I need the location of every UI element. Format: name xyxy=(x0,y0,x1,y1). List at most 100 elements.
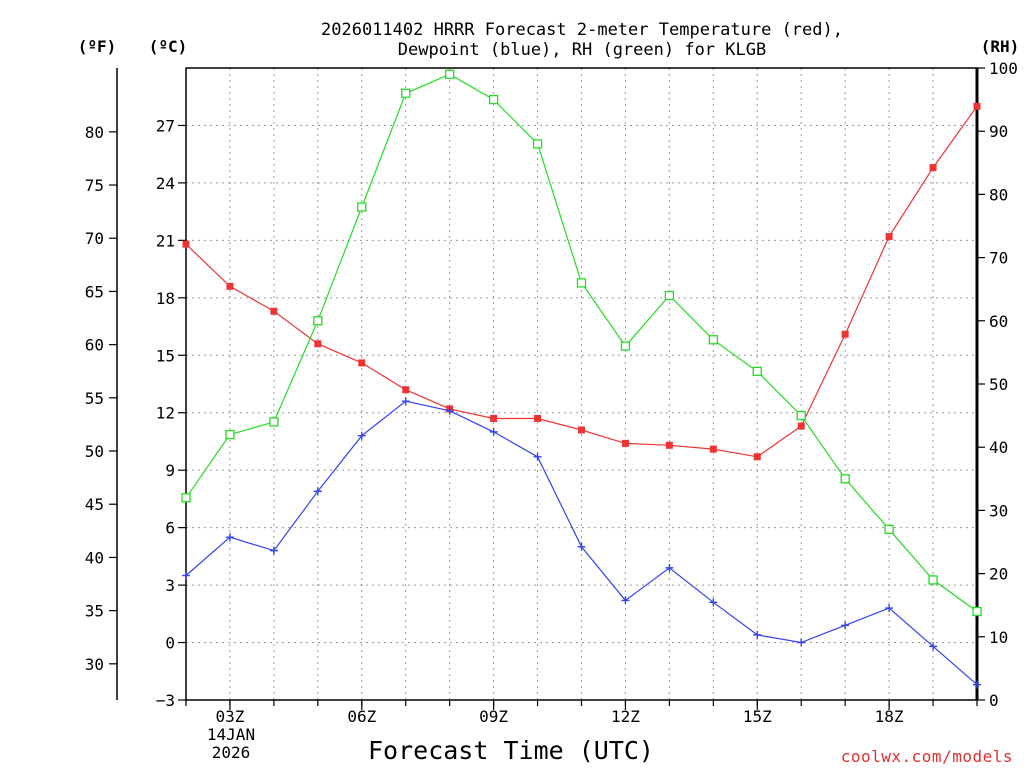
rh-point xyxy=(445,69,455,79)
series-dewpoint xyxy=(182,397,981,689)
rh-point xyxy=(488,94,499,105)
dewpoint-point xyxy=(621,596,630,605)
date-label-day: 14JAN xyxy=(207,725,255,744)
rh-point xyxy=(313,316,323,326)
celsius-tick-label: 12 xyxy=(156,404,175,423)
celsius-unit-label: (ºC) xyxy=(149,37,188,56)
rh-point xyxy=(181,493,191,503)
temperature-point xyxy=(358,359,366,367)
rh-tick-label: 80 xyxy=(989,185,1008,204)
rh-point xyxy=(357,202,367,212)
temperature-point xyxy=(841,330,849,338)
rh-tick-label: 0 xyxy=(989,691,999,710)
gridlines xyxy=(186,68,977,700)
temperature-point xyxy=(182,240,190,248)
temperature-point xyxy=(929,164,937,172)
rh-point xyxy=(928,575,938,585)
celsius-tick-label: 3 xyxy=(165,576,175,595)
rh-point xyxy=(401,88,411,98)
dewpoint-point xyxy=(841,621,850,630)
fahrenheit-tick-label: 70 xyxy=(85,229,104,248)
temperature-point xyxy=(578,426,585,434)
rh-tick-label: 70 xyxy=(989,249,1008,268)
dewpoint-point xyxy=(533,452,542,461)
celsius-tick-label: 21 xyxy=(156,231,175,250)
dewpoint-point xyxy=(753,630,762,639)
rh-unit-label: (RH) xyxy=(981,37,1020,56)
fahrenheit-tick-label: 75 xyxy=(85,176,104,195)
rh-point xyxy=(884,524,894,535)
title-line-1: 2026011402 HRRR Forecast 2-meter Tempera… xyxy=(321,20,843,40)
fahrenheit-tick-label: 65 xyxy=(85,282,104,301)
x-tick-label: 06Z xyxy=(347,707,376,726)
celsius-tick-label: 27 xyxy=(156,116,175,135)
dewpoint-point xyxy=(929,642,938,651)
rh-tick-label: 90 xyxy=(989,122,1008,141)
dewpoint-point xyxy=(577,542,586,551)
celsius-tick-label: 6 xyxy=(165,519,175,538)
temperature-point xyxy=(797,422,805,430)
dewpoint-point xyxy=(709,598,718,607)
x-tick-label: 15Z xyxy=(743,707,772,726)
series-rh xyxy=(181,69,982,617)
rh-point xyxy=(532,139,543,149)
fahrenheit-tick-label: 35 xyxy=(85,602,104,621)
plot-frame xyxy=(185,67,978,701)
rh-tick-label: 40 xyxy=(989,438,1008,457)
temperature-point xyxy=(534,414,542,422)
rh-tick-label: 100 xyxy=(989,59,1018,78)
x-tick-label: 09Z xyxy=(479,707,508,726)
date-label-year: 2026 xyxy=(212,743,251,762)
x-tick-label: 12Z xyxy=(611,707,640,726)
dewpoint-point xyxy=(665,563,674,572)
dewpoint-point xyxy=(973,680,981,689)
temperature-point xyxy=(709,445,717,453)
temperature-point xyxy=(226,282,234,290)
rh-point xyxy=(752,366,762,377)
temperature-point xyxy=(973,102,981,110)
celsius-tick-label: −3 xyxy=(156,691,175,710)
fahrenheit-tick-label: 45 xyxy=(85,495,104,514)
dewpoint-point xyxy=(445,406,454,415)
x-tick-label: 03Z xyxy=(215,707,244,726)
temperature-point xyxy=(753,453,761,461)
dewpoint-point xyxy=(357,431,366,440)
celsius-tick-label: 18 xyxy=(156,289,175,308)
rh-tick-label: 10 xyxy=(989,628,1008,647)
rh-point xyxy=(269,417,279,427)
fahrenheit-tick-label: 55 xyxy=(85,389,104,408)
celsius-tick-label: 9 xyxy=(165,461,175,480)
rh-point xyxy=(708,335,718,345)
temperature-point xyxy=(885,233,893,241)
rh-point xyxy=(972,606,982,617)
credit-text: coolwx.com/models xyxy=(841,747,1013,766)
fahrenheit-unit-label: (ºF) xyxy=(78,37,117,56)
celsius-tick-label: 15 xyxy=(156,346,175,365)
fahrenheit-tick-label: 40 xyxy=(85,548,104,567)
temperature-point xyxy=(665,441,673,449)
axes: −3 0 3 6 9 12 15 18 21 24 27 30 35 40 45 50 55 60 65 70 75 80… xyxy=(85,59,1018,726)
chart-title: 2026011402 HRRR Forecast 2-meter Tempera… xyxy=(321,20,843,60)
dewpoint-point xyxy=(885,604,894,613)
fahrenheit-tick-label: 60 xyxy=(85,336,104,355)
dewpoint-point xyxy=(269,546,278,555)
rh-tick-label: 60 xyxy=(989,312,1008,331)
rh-point xyxy=(664,290,675,301)
rh-point xyxy=(796,410,806,421)
rh-tick-label: 20 xyxy=(989,565,1008,584)
dewpoint-point xyxy=(182,571,190,580)
x-axis-label: Forecast Time (UTC) xyxy=(368,736,654,765)
rh-point xyxy=(576,278,587,288)
dewpoint-point xyxy=(797,638,806,647)
rh-point xyxy=(840,474,850,484)
temperature-point xyxy=(270,307,278,315)
temperature-point xyxy=(314,340,322,348)
rh-point xyxy=(620,341,631,351)
temperature-point xyxy=(621,439,629,447)
x-tick-label: 18Z xyxy=(875,707,904,726)
dewpoint-point xyxy=(401,397,410,406)
rh-tick-label: 30 xyxy=(989,501,1008,520)
rh-point xyxy=(225,429,235,440)
dewpoint-point xyxy=(225,533,234,542)
